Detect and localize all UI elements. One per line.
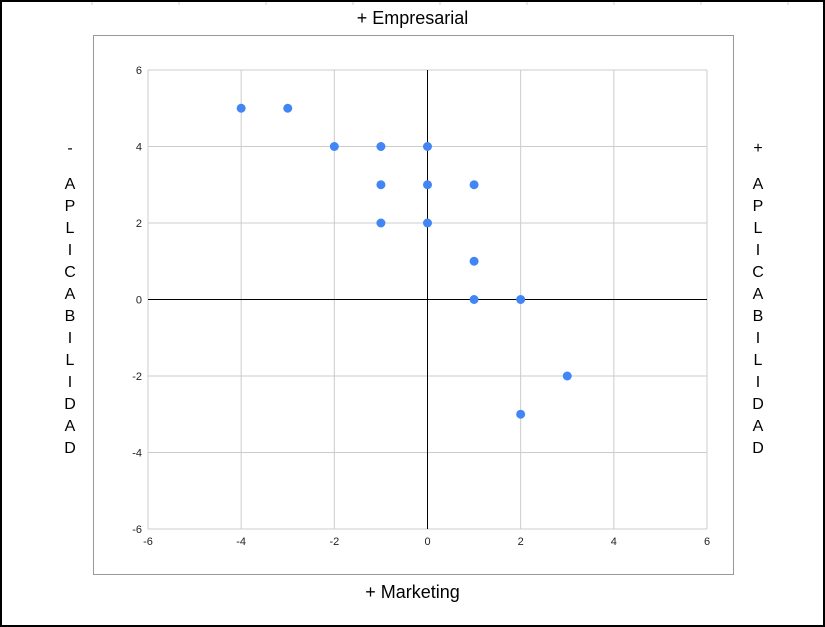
x-tick-label: 0: [424, 536, 430, 548]
x-tick-label: -2: [329, 536, 339, 548]
y-tick-label: 0: [136, 295, 142, 307]
data-point: [469, 256, 479, 266]
side-letter: I: [67, 330, 73, 347]
side-letter: D: [64, 396, 76, 413]
data-point: [516, 295, 526, 304]
side-letter: I: [755, 374, 761, 391]
side-letter: A: [64, 418, 76, 435]
side-letter: D: [752, 440, 764, 457]
side-letter: P: [64, 198, 76, 215]
y-tick-label: -6: [132, 524, 142, 536]
data-point: [423, 218, 432, 228]
y-tick-label: 6: [136, 65, 142, 77]
x-tick-label: -4: [236, 536, 246, 548]
data-point: [376, 180, 386, 190]
side-letter: A: [64, 176, 76, 193]
side-letter: L: [753, 352, 763, 369]
side-letter: C: [64, 264, 76, 281]
data-point: [516, 409, 526, 419]
data-point: [423, 142, 432, 151]
x-tick-label: -6: [143, 536, 153, 548]
side-letter: I: [67, 374, 73, 391]
data-point: [469, 180, 479, 190]
y-tick-label: -4: [132, 448, 142, 460]
side-letter: D: [64, 440, 76, 457]
data-point: [562, 371, 572, 381]
y-tick-label: 4: [136, 142, 142, 154]
y-tick-label: 2: [136, 218, 142, 230]
side-letter: I: [755, 330, 761, 347]
side-letter: I: [755, 242, 761, 259]
left-sign: -: [67, 140, 73, 157]
data-point: [376, 218, 386, 228]
data-point: [283, 103, 293, 113]
side-letter: C: [752, 264, 764, 281]
side-letter: L: [65, 352, 75, 369]
side-letter: B: [752, 308, 764, 325]
side-letter: A: [752, 286, 764, 303]
side-letter: P: [752, 198, 764, 215]
data-point: [469, 295, 479, 304]
side-letter: L: [65, 220, 75, 237]
bottom-axis-label: + Marketing: [365, 582, 460, 602]
data-point: [329, 142, 339, 151]
spreadsheet-column-lines: [91, 2, 789, 5]
chart-container[interactable]: -6 -4 -2 0 2 4 6 -6 -4 -2 0 2 4 6: [93, 35, 734, 575]
right-sign: +: [753, 140, 763, 157]
side-letter: A: [752, 176, 764, 193]
side-letter: A: [64, 286, 76, 303]
x-tick-label: 4: [611, 536, 617, 548]
top-axis-label: + Empresarial: [356, 8, 469, 28]
x-tick-label: 6: [704, 536, 710, 548]
side-letter: B: [64, 308, 76, 325]
data-point: [423, 180, 432, 190]
x-tick-label: 2: [518, 536, 524, 548]
side-letter: A: [752, 418, 764, 435]
side-letter: D: [752, 396, 764, 413]
data-point: [236, 103, 246, 113]
side-letter: I: [67, 242, 73, 259]
data-point: [376, 142, 386, 151]
y-tick-label: -2: [132, 371, 142, 383]
side-letter: L: [753, 220, 763, 237]
scatter-chart: -6 -4 -2 0 2 4 6 -6 -4 -2 0 2 4 6: [132, 65, 710, 548]
